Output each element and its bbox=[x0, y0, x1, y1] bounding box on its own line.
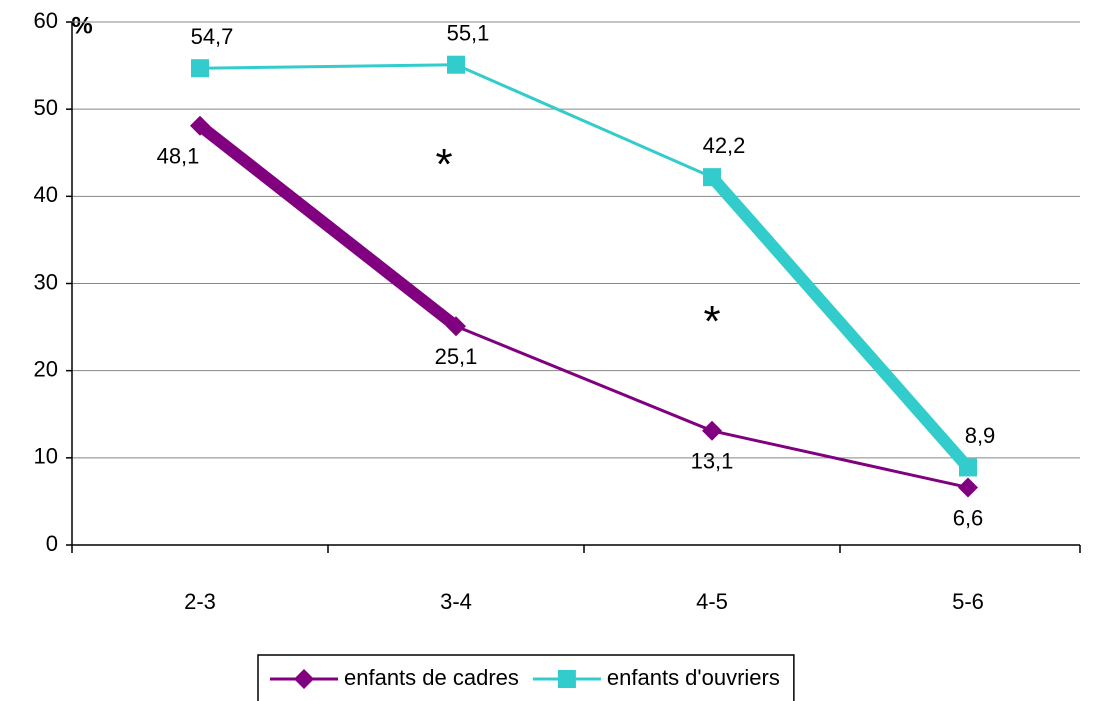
data-point bbox=[958, 477, 978, 498]
data-label: 54,7 bbox=[191, 24, 234, 49]
data-label: 6,6 bbox=[953, 505, 984, 530]
y-tick-label: 40 bbox=[34, 182, 58, 207]
emphasis-segment bbox=[196, 121, 460, 331]
data-point bbox=[446, 316, 466, 337]
data-label: 13,1 bbox=[691, 449, 734, 474]
legend: enfants de cadres enfants d'ouvriers bbox=[257, 654, 795, 701]
data-label: 8,9 bbox=[965, 423, 996, 448]
legend-label: enfants de cadres bbox=[344, 665, 519, 690]
unit-label: % bbox=[71, 12, 92, 39]
legend-marker bbox=[557, 670, 576, 688]
data-point bbox=[959, 458, 977, 477]
data-label: 42,2 bbox=[703, 133, 746, 158]
data-label: 55,1 bbox=[447, 21, 490, 46]
data-label: 48,1 bbox=[157, 144, 200, 169]
y-tick-label: 50 bbox=[34, 95, 58, 120]
x-tick-label: 5-6 bbox=[952, 589, 984, 614]
y-tick-label: 10 bbox=[34, 444, 58, 469]
y-tick-label: 30 bbox=[34, 269, 58, 294]
series-line bbox=[199, 124, 969, 489]
x-tick-label: 3-4 bbox=[440, 589, 472, 614]
data-point bbox=[190, 115, 210, 136]
x-tick-label: 2-3 bbox=[184, 589, 216, 614]
data-point bbox=[703, 168, 721, 187]
legend-label: enfants d'ouvriers bbox=[607, 665, 780, 690]
y-tick-label: 60 bbox=[34, 8, 58, 33]
x-tick-label: 4-5 bbox=[696, 589, 728, 614]
data-label: 25,1 bbox=[435, 344, 478, 369]
emphasis-segment bbox=[707, 173, 973, 472]
data-point bbox=[702, 420, 722, 441]
y-tick-label: 0 bbox=[46, 531, 58, 556]
data-point bbox=[191, 59, 209, 78]
y-tick-label: 20 bbox=[34, 356, 58, 381]
annotation: * bbox=[435, 140, 452, 189]
series-line bbox=[199, 63, 970, 469]
legend-marker bbox=[294, 669, 314, 689]
data-point bbox=[447, 55, 465, 74]
legend-box bbox=[257, 654, 795, 701]
annotation: * bbox=[703, 297, 720, 346]
